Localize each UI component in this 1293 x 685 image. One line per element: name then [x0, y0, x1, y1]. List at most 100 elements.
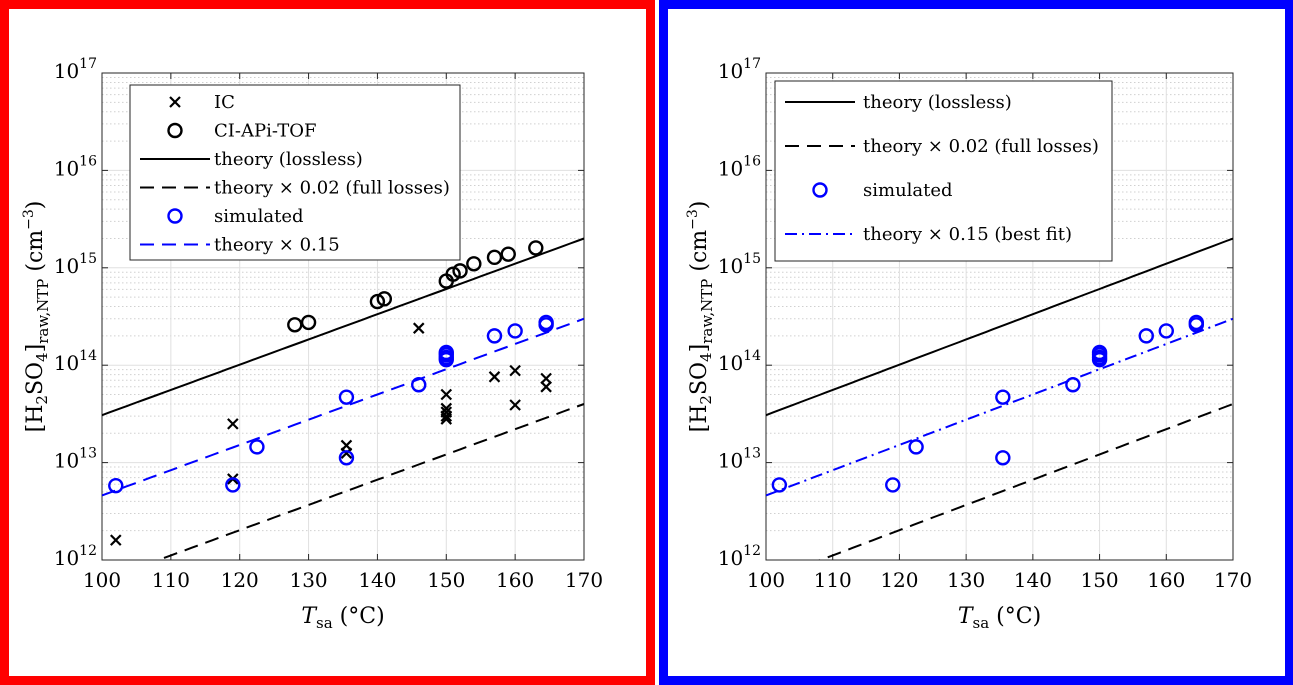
- legend-label-theory-0-15: theory × 0.15: [214, 235, 340, 256]
- series-line-theory-lossless: [102, 237, 584, 417]
- data-point-simulated: [1138, 328, 1154, 344]
- y-tick-label: 1015: [718, 251, 761, 278]
- x-tick-label: 110: [152, 568, 190, 592]
- legend-label-simulated: simulated: [214, 206, 304, 227]
- data-point-ci-api-tof: [452, 263, 468, 279]
- data-point-ci-api-tof: [300, 314, 317, 331]
- data-point-simulated: [249, 439, 265, 455]
- y-tick-label: 1013: [718, 446, 761, 473]
- data-point-simulated: [108, 477, 124, 494]
- x-tick-label: 120: [880, 568, 918, 592]
- data-point-ci-api-tof: [486, 249, 503, 266]
- x-tick-label: 160: [496, 568, 534, 592]
- series-line-theory-0-15-best-fit: [766, 317, 1233, 497]
- series-line-theory-0-15: [102, 317, 584, 497]
- plot-area-border: [765, 72, 1234, 561]
- data-point-simulated: [338, 389, 355, 405]
- x-tick-label: 140: [358, 568, 396, 592]
- data-point-ic: [340, 447, 353, 459]
- legend-label-theory-0-02-full-losses: theory × 0.02 (full losses): [214, 178, 450, 199]
- legend-label-simulated: simulated: [863, 180, 953, 201]
- data-point-simulated: [486, 328, 503, 344]
- data-point-simulated: [1158, 323, 1174, 339]
- x-axis-title: Tsa (°C): [958, 604, 1041, 632]
- legend-label-ci-api-tof: CI-APi-TOF: [214, 121, 317, 142]
- data-point-ci-api-tof: [287, 317, 303, 333]
- data-point-simulated: [1091, 351, 1108, 368]
- legend-label-theory-lossless: theory (lossless): [863, 92, 1012, 113]
- data-point-simulated: [995, 450, 1011, 466]
- series-line-theory-0-02-full-losses: [155, 403, 584, 560]
- series-line-theory-0-02-full-losses: [817, 403, 1233, 560]
- legend-label-ic: IC: [214, 92, 235, 113]
- plot-area-border: [101, 72, 585, 561]
- legend-marker-simulated: [167, 208, 183, 224]
- data-point-ci-api-tof: [369, 293, 386, 310]
- data-point-ic: [412, 322, 425, 334]
- y-tick-label: 1012: [718, 543, 761, 570]
- y-tick-label: 1014: [718, 348, 761, 375]
- data-point-simulated: [507, 323, 523, 339]
- data-point-ic: [540, 372, 552, 385]
- legend-label-theory-0-02-full-losses: theory × 0.02 (full losses): [863, 136, 1099, 157]
- x-tick-label: 100: [747, 568, 785, 592]
- x-tick-label: 140: [1014, 568, 1052, 592]
- data-point-simulated: [995, 389, 1011, 405]
- data-point-simulated: [438, 351, 454, 368]
- series-line-theory-lossless: [766, 237, 1233, 417]
- data-point-ic: [227, 418, 239, 430]
- data-point-ic: [540, 381, 552, 393]
- y-tick-label: 1016: [54, 153, 97, 180]
- x-tick-label: 160: [1147, 568, 1185, 592]
- legend-box: [129, 84, 461, 261]
- x-tick-label: 150: [427, 568, 465, 592]
- legend-label-theory-0-15-best-fit: theory × 0.15 (best fit): [863, 224, 1072, 245]
- data-point-simulated: [1065, 377, 1081, 393]
- data-point-ci-api-tof: [466, 256, 482, 272]
- x-tick-label: 110: [814, 568, 852, 592]
- x-tick-label: 170: [1214, 568, 1252, 592]
- data-point-simulated: [225, 477, 241, 493]
- legend-label-theory-lossless: theory (lossless): [214, 149, 363, 170]
- data-point-ic: [440, 413, 453, 425]
- x-tick-label: 130: [289, 568, 327, 592]
- y-tick-label: 1014: [54, 348, 97, 375]
- x-tick-label: 170: [565, 568, 603, 592]
- y-tick-label: 1013: [54, 446, 97, 473]
- data-point-ic: [509, 399, 521, 411]
- chart-left: 100 110 120 130 140 150 160 170 1012 1013 1014 1015…: [21, 56, 603, 632]
- chart-right: 100 110 120 130 140 150 160 170 1012 1013 1014 1015…: [685, 56, 1252, 632]
- y-axis-title: [H2SO4]raw,NTP (cm−3): [685, 201, 716, 433]
- data-point-simulated: [1188, 317, 1205, 333]
- y-tick-label: 1015: [54, 251, 97, 278]
- y-tick-label: 1016: [718, 153, 761, 180]
- data-point-ic: [440, 388, 453, 401]
- y-tick-label: 1017: [54, 56, 97, 83]
- data-point-ic: [109, 534, 122, 546]
- legend-box: [774, 80, 1113, 262]
- data-point-ci-api-tof: [528, 240, 544, 256]
- data-point-ic: [488, 371, 501, 383]
- data-point-ci-api-tof: [500, 246, 516, 262]
- y-axis-title: [H2SO4]raw,NTP (cm−3): [21, 201, 52, 433]
- legend-marker-simulated: [812, 182, 828, 198]
- plot-content: [102, 237, 584, 560]
- x-tick-label: 120: [221, 568, 259, 592]
- y-tick-label: 1017: [718, 56, 761, 83]
- data-point-ic: [440, 410, 453, 422]
- x-tick-label: 150: [1080, 568, 1118, 592]
- x-tick-label: 100: [83, 568, 121, 592]
- x-axis-title: Tsa (°C): [301, 604, 384, 632]
- data-point-simulated: [338, 450, 355, 466]
- data-point-ic: [509, 364, 521, 377]
- data-point-simulated: [771, 477, 788, 493]
- legend-marker-ic: [169, 96, 181, 108]
- legend-marker-ci-api-tof: [167, 122, 183, 139]
- data-point-ci-api-tof: [376, 291, 393, 307]
- data-point-simulated: [885, 477, 901, 493]
- y-tick-label: 1012: [54, 543, 97, 570]
- x-tick-label: 130: [947, 568, 985, 592]
- data-point-simulated: [908, 439, 924, 455]
- plot-content: [766, 237, 1233, 560]
